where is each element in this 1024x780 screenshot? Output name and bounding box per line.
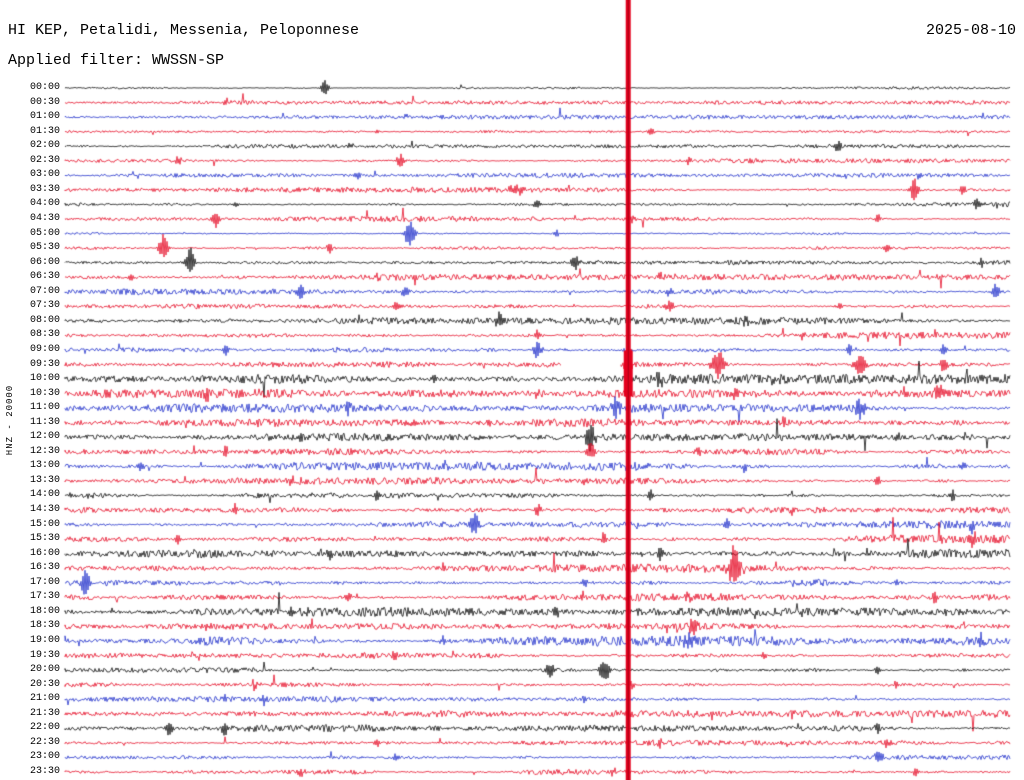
trace-time-label: 03:00 — [29, 169, 60, 181]
trace-time-label: 00:00 — [29, 82, 60, 93]
trace-time-label: 06:00 — [29, 256, 60, 268]
trace-time-label: 04:00 — [29, 198, 60, 210]
time-axis: 00:00 00:30 01:00 01:30 02:00 02:30 03:00 03:30… — [0, 0, 60, 780]
filter-label: Applied filter: WWSSN-SP — [8, 52, 225, 69]
trace-time-label: 18:00 — [29, 605, 60, 617]
trace-time-label: 21:00 — [29, 693, 60, 705]
trace-time-label: 22:00 — [29, 722, 60, 734]
trace-time-label: 12:00 — [29, 431, 60, 443]
trace-time-label: 01:30 — [29, 125, 60, 137]
trace-time-label: 10:00 — [29, 373, 60, 385]
trace-time-label: 04:30 — [29, 212, 60, 224]
trace-time-label: 19:30 — [29, 649, 60, 661]
trace-time-label: 11:00 — [29, 402, 60, 414]
trace-time-label: 10:30 — [29, 387, 60, 399]
trace-time-label: 21:30 — [29, 707, 60, 719]
trace-time-label: 20:30 — [29, 678, 60, 690]
trace-time-label: 12:30 — [29, 445, 60, 457]
trace-time-label: 20:00 — [29, 664, 60, 676]
trace-time-label: 23:00 — [29, 751, 60, 763]
trace-time-label: 01:00 — [29, 111, 60, 123]
trace-time-label: 08:00 — [29, 314, 60, 326]
trace-time-label: 14:30 — [29, 504, 60, 516]
trace-time-label: 09:00 — [29, 343, 60, 355]
trace-time-label: 03:30 — [29, 183, 60, 195]
trace-time-label: 00:30 — [29, 96, 60, 108]
trace-time-label: 15:30 — [29, 533, 60, 545]
trace-time-label: 13:00 — [29, 460, 60, 472]
trace-time-label: 16:30 — [29, 562, 60, 574]
trace-time-label: 06:30 — [29, 271, 60, 283]
trace-time-label: 13:30 — [29, 474, 60, 486]
station-title: HI KEP, Petalidi, Messenia, Peloponnese — [8, 22, 360, 39]
trace-time-label: 17:00 — [29, 576, 60, 588]
trace-time-label: 16:00 — [29, 547, 60, 559]
trace-time-label: 05:30 — [29, 242, 60, 254]
trace-time-label: 02:00 — [29, 140, 60, 152]
trace-time-label: 11:30 — [29, 416, 60, 428]
trace-time-label: 18:30 — [29, 620, 60, 632]
trace-time-label: 15:00 — [29, 518, 60, 530]
trace-time-label: 08:30 — [29, 329, 60, 341]
trace-time-label: 05:00 — [29, 227, 60, 239]
trace-time-label: 19:00 — [29, 635, 60, 647]
trace-time-label: 14:00 — [29, 489, 60, 501]
trace-time-label: 07:00 — [29, 285, 60, 297]
trace-time-label: 22:30 — [29, 736, 60, 748]
date-label: 2025-08-10 — [925, 22, 1016, 39]
trace-time-label: 02:30 — [29, 154, 60, 166]
trace-time-label: 17:30 — [29, 591, 60, 603]
trace-time-label: 23:30 — [29, 766, 60, 777]
trace-time-label: 09:30 — [29, 358, 60, 370]
trace-time-label: 07:30 — [29, 300, 60, 312]
